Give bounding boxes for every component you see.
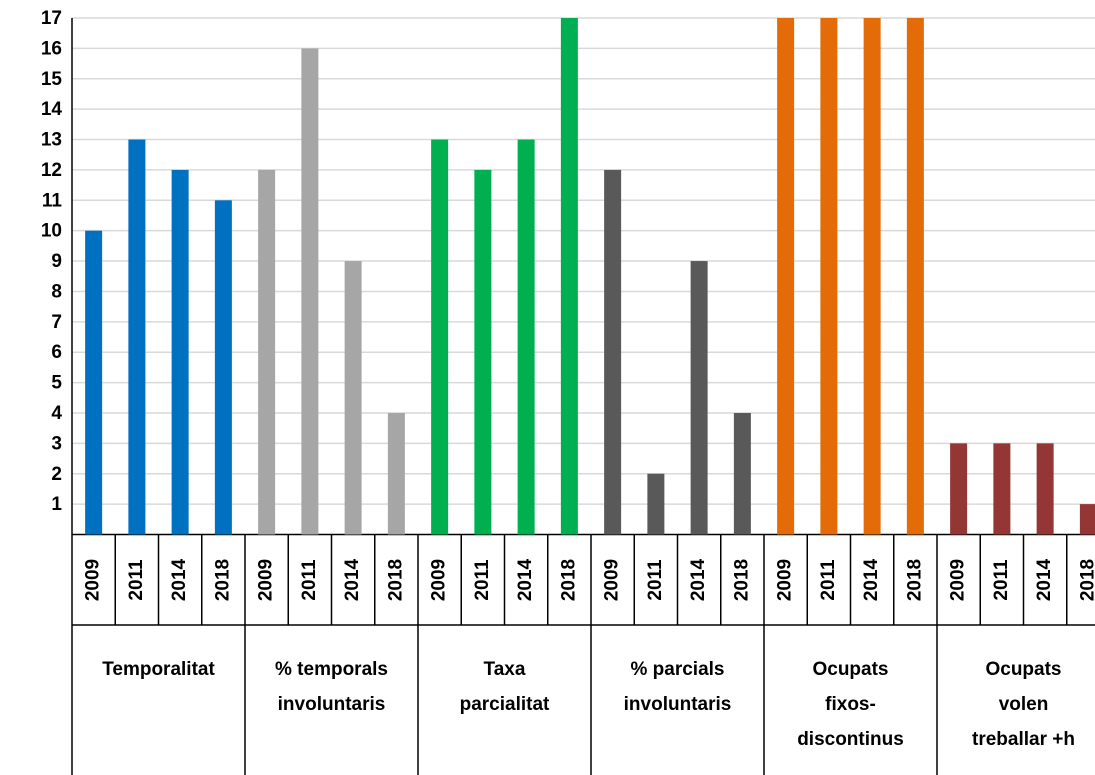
bar <box>128 139 146 535</box>
bar <box>258 169 276 535</box>
group-label: involuntaris <box>278 694 386 715</box>
group-label: volen <box>999 694 1049 715</box>
group-label: involuntaris <box>624 694 732 715</box>
x-tick-label: 2018 <box>558 559 579 601</box>
bar <box>906 18 924 535</box>
x-tick-label: 2011 <box>299 559 320 601</box>
bar <box>85 230 103 535</box>
bar <box>950 443 968 535</box>
group-label: discontinus <box>797 729 904 750</box>
x-tick-label: 2009 <box>948 559 969 601</box>
group-label: % parcials <box>631 659 725 680</box>
group-label: % temporals <box>275 659 388 680</box>
y-tick-label: 4 <box>51 403 62 424</box>
x-tick-label: 2011 <box>818 559 839 601</box>
bar <box>647 473 665 535</box>
group-label: Taxa <box>484 659 526 680</box>
x-tick-label: 2014 <box>342 558 363 601</box>
y-tick-label: 16 <box>41 38 62 59</box>
bar <box>560 18 578 535</box>
y-tick-label: 10 <box>41 221 62 242</box>
x-tick-label: 2014 <box>169 558 190 601</box>
x-tick-label: 2014 <box>688 558 709 601</box>
bar <box>733 412 751 535</box>
x-tick-label: 2011 <box>991 559 1012 601</box>
bar <box>387 412 405 535</box>
bar <box>517 139 535 535</box>
group-label: Ocupats <box>985 659 1061 680</box>
group-label: treballar +h <box>972 729 1075 750</box>
bar <box>863 18 881 535</box>
bar <box>604 169 622 535</box>
x-tick-label: 2009 <box>775 559 796 601</box>
y-tick-label: 15 <box>41 69 63 90</box>
y-tick-label: 8 <box>51 281 62 302</box>
bar <box>777 18 795 535</box>
group-label: fixos- <box>825 694 876 715</box>
group-label: Temporalitat <box>102 659 215 680</box>
x-tick-label: 2009 <box>83 559 104 601</box>
bar <box>214 200 232 535</box>
y-tick-label: 9 <box>51 251 62 272</box>
y-tick-label: 1 <box>51 494 62 515</box>
x-tick-label: 2018 <box>212 559 233 601</box>
bar <box>1036 443 1054 535</box>
y-tick-label: 11 <box>42 190 63 211</box>
bar <box>344 261 362 535</box>
bar <box>1079 504 1095 535</box>
x-tick-label: 2014 <box>861 558 882 601</box>
x-tick-label: 2014 <box>1034 558 1055 601</box>
y-tick-label: 5 <box>51 373 62 394</box>
y-tick-label: 7 <box>51 312 62 333</box>
x-tick-label: 2018 <box>904 559 925 601</box>
bar <box>431 139 449 535</box>
y-tick-label: 2 <box>51 464 62 485</box>
bar <box>690 261 708 535</box>
x-tick-label: 2011 <box>645 559 666 601</box>
bar <box>993 443 1011 535</box>
x-tick-label: 2018 <box>731 559 752 601</box>
group-label: parcialitat <box>460 694 550 715</box>
x-tick-label: 2011 <box>472 559 493 601</box>
y-tick-label: 3 <box>51 433 62 454</box>
group-label: Ocupats <box>812 659 888 680</box>
x-tick-label: 2009 <box>602 559 623 601</box>
x-tick-label: 2014 <box>515 558 536 601</box>
y-tick-label: 17 <box>41 8 62 29</box>
x-tick-label: 2018 <box>1077 559 1095 601</box>
bar <box>474 169 492 535</box>
y-tick-label: 6 <box>51 342 62 363</box>
bar <box>820 18 838 535</box>
y-tick-label: 12 <box>41 160 62 181</box>
bar <box>171 169 189 535</box>
x-tick-label: 2011 <box>126 559 147 601</box>
y-tick-label: 13 <box>41 130 62 151</box>
x-tick-label: 2009 <box>429 559 450 601</box>
y-tick-label: 14 <box>41 99 63 120</box>
bar <box>301 48 319 535</box>
x-tick-label: 2009 <box>256 559 277 601</box>
x-tick-label: 2018 <box>385 559 406 601</box>
